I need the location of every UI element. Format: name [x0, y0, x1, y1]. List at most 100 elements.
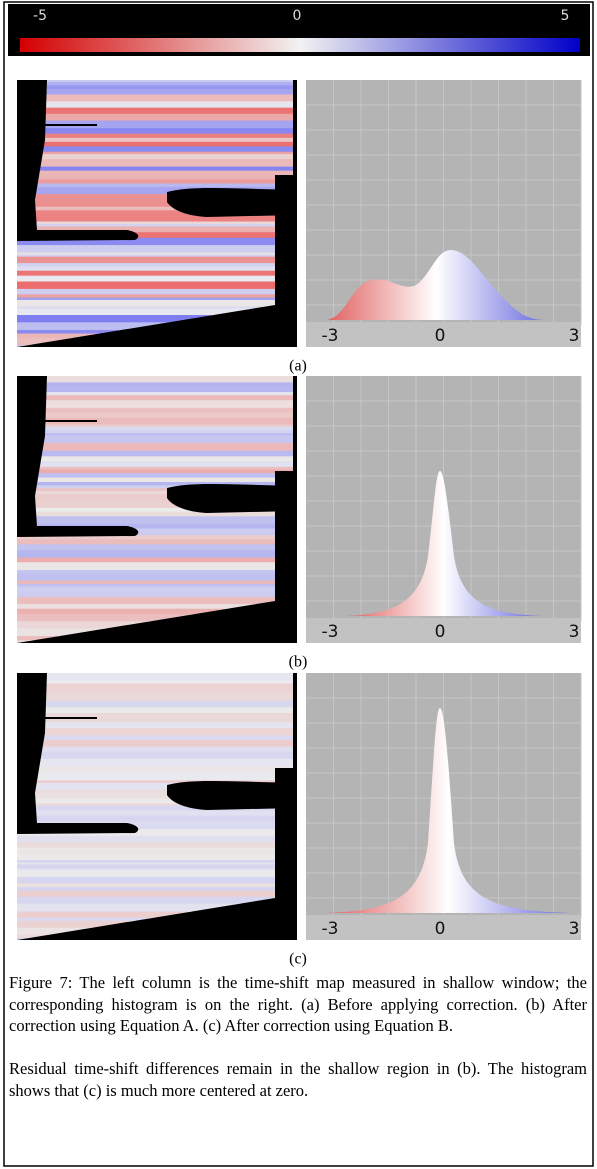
- histogram-tick: -3: [322, 622, 339, 642]
- map-stripe: [17, 435, 293, 444]
- map-stripe: [17, 137, 293, 143]
- map-stripe: [17, 700, 293, 708]
- map-stripe: [17, 713, 293, 720]
- map-stripe: [17, 887, 293, 892]
- map-stripe: [17, 727, 293, 736]
- map-stripe: [17, 550, 293, 559]
- map-stripe: [17, 499, 293, 509]
- map-stripe: [17, 429, 293, 434]
- caption: Figure 7: The left column is the time-sh…: [9, 973, 587, 1035]
- map-stripe: [17, 395, 293, 401]
- map-stripe: [17, 146, 293, 153]
- map-stripe: [17, 864, 293, 870]
- map-stripe: [17, 535, 293, 540]
- map-stripe: [17, 608, 293, 615]
- map-stripe: [17, 903, 293, 913]
- map-stripe: [17, 237, 293, 246]
- map-stripe: [17, 683, 293, 691]
- map-stripe: [17, 835, 293, 843]
- map-stripe: [17, 214, 293, 223]
- map-stripe: [17, 170, 293, 177]
- map-gap: [17, 124, 97, 126]
- map-stripe: [17, 270, 293, 277]
- map-stripe: [17, 693, 293, 702]
- map-stripe: [17, 186, 293, 195]
- map-stripe: [17, 392, 293, 396]
- map-stripe: [17, 780, 293, 784]
- histogram-axis-strip: [306, 915, 581, 940]
- map-stripe: [17, 860, 293, 863]
- map-stripe: [17, 412, 293, 419]
- map-stripe: [17, 315, 293, 323]
- map-stripe: [17, 583, 293, 587]
- map-gap: [17, 526, 139, 537]
- colorbar-tick: -5: [33, 8, 47, 24]
- histogram-tick: 3: [569, 622, 580, 642]
- map-stripe: [17, 516, 293, 525]
- panel: -3 0 3 (c): [17, 673, 582, 968]
- map-stripe: [17, 232, 293, 239]
- map-stripe: [17, 810, 293, 817]
- map-stripe: [17, 151, 293, 155]
- map-stripe: [17, 815, 293, 822]
- map-stripe: [17, 793, 293, 800]
- panel: -3 0 3 (a): [17, 80, 582, 375]
- map-stripe: [17, 94, 293, 102]
- histogram-tick: 0: [435, 326, 446, 346]
- map-stripe: [17, 417, 293, 425]
- map-gap: [17, 420, 97, 422]
- map-stripe: [17, 183, 293, 188]
- map-stripes: [17, 673, 293, 940]
- map-stripe: [17, 266, 293, 272]
- map-stripe: [17, 790, 293, 794]
- map-stripe: [17, 718, 293, 723]
- colorbar-tick: 0: [293, 8, 302, 24]
- map-stripe: [17, 890, 293, 898]
- map-gap: [17, 717, 97, 719]
- map-stripe: [17, 199, 293, 208]
- map-stripe: [17, 758, 293, 767]
- map-stripe: [17, 141, 293, 147]
- map-stripe: [17, 458, 293, 462]
- map-stripe: [17, 426, 293, 431]
- map-stripe: [17, 252, 293, 256]
- map-stripe: [17, 523, 293, 529]
- map-stripe: [17, 461, 293, 468]
- time-shift-map: [17, 376, 297, 643]
- map-stripe: [17, 85, 293, 90]
- map-stripe: [17, 544, 293, 551]
- map-stripe: [17, 254, 293, 258]
- map-stripe: [17, 299, 293, 307]
- map-stripe: [17, 557, 293, 563]
- map-stripe: [17, 120, 293, 129]
- colorbar-tick: 5: [561, 8, 570, 24]
- map-stripe: [17, 477, 293, 483]
- histogram: -3 0 3: [306, 80, 582, 347]
- map-stripe: [17, 821, 293, 830]
- histogram-shape: [326, 708, 571, 913]
- map-stripe: [17, 494, 293, 501]
- map-stripe: [17, 294, 293, 299]
- map-stripe: [17, 466, 293, 471]
- map-stripe: [17, 491, 293, 495]
- map-stripe: [17, 746, 293, 753]
- map-stripe: [17, 450, 293, 457]
- map-stripe: [17, 281, 293, 290]
- map-stripe: [17, 798, 293, 804]
- time-shift-map: [17, 80, 297, 347]
- map-stripe: [17, 154, 293, 160]
- map-stripe: [17, 751, 293, 760]
- map-stripe: [17, 221, 293, 225]
- histogram-axis-strip: [306, 322, 581, 347]
- map-stripe: [17, 166, 293, 172]
- histogram-tick: -3: [322, 919, 339, 939]
- map-stripe: [17, 805, 293, 812]
- map-stripe: [17, 876, 293, 881]
- time-shift-map: [17, 673, 297, 940]
- map-stripe: [17, 896, 293, 905]
- map-stripe: [17, 879, 293, 884]
- map-stripe: [17, 592, 293, 598]
- histogram-tick: -3: [322, 326, 339, 346]
- map-stripe: [17, 175, 293, 180]
- map-stripe: [17, 680, 293, 684]
